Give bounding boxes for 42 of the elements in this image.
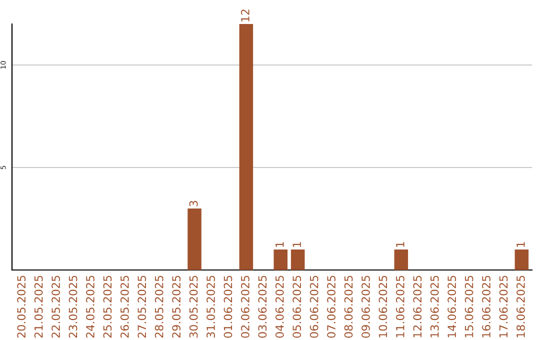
bar bbox=[188, 208, 202, 270]
x-tick-label: 27.05.2025 bbox=[138, 276, 146, 338]
data-label: 1 bbox=[516, 242, 525, 247]
x-tick-label: 06.06.2025 bbox=[310, 276, 318, 338]
x-tick-label: 21.05.2025 bbox=[34, 276, 43, 338]
x-tick-label: 12.06.2025 bbox=[413, 276, 422, 338]
x-tick-label: 30.05.2025 bbox=[189, 276, 198, 338]
x-tick-label: 20.05.2025 bbox=[17, 276, 26, 338]
bar bbox=[394, 250, 408, 270]
x-tick-label: 03.06.2025 bbox=[258, 276, 267, 338]
x-tick-label: 31.05.2025 bbox=[206, 276, 215, 338]
x-tick-label: 13.06.2025 bbox=[430, 276, 439, 338]
x-tick-label: 25.05.2025 bbox=[103, 276, 112, 338]
data-label: 1 bbox=[396, 242, 404, 247]
x-tick-label: 17.06.2025 bbox=[499, 276, 508, 338]
bar bbox=[239, 24, 254, 270]
x-tick-label: 05.06.2025 bbox=[292, 276, 302, 338]
x-tick-label: 14.06.2025 bbox=[448, 276, 456, 338]
x-tick-label: 02.06.2025 bbox=[240, 276, 250, 338]
x-tick-label: 15.06.2025 bbox=[464, 276, 474, 338]
data-label: 1 bbox=[292, 242, 301, 247]
x-tick-label: 23.05.2025 bbox=[68, 276, 78, 338]
bar bbox=[274, 250, 288, 270]
bar bbox=[514, 250, 529, 270]
bar bbox=[290, 250, 305, 270]
data-label: 3 bbox=[189, 200, 198, 206]
x-tick-label: 10.06.2025 bbox=[378, 276, 388, 338]
x-tick-label: 22.05.2025 bbox=[52, 276, 60, 338]
x-tick-label: 26.05.2025 bbox=[120, 276, 129, 338]
x-tick-label: 29.05.2025 bbox=[172, 276, 181, 338]
x-tick-label: 08.06.2025 bbox=[344, 276, 353, 338]
data-label: 12 bbox=[240, 10, 250, 22]
x-tick-label: 28.05.2025 bbox=[154, 276, 164, 338]
x-tick-label: 11.06.2025 bbox=[396, 276, 404, 338]
x-tick-label: 01.06.2025 bbox=[224, 276, 232, 338]
data-label: 1 bbox=[276, 242, 284, 247]
x-tick-label: 18.06.2025 bbox=[516, 276, 525, 338]
x-tick-label: 16.06.2025 bbox=[482, 276, 490, 338]
x-tick-label: 04.06.2025 bbox=[275, 276, 284, 338]
x-tick-label: 24.05.2025 bbox=[86, 276, 94, 338]
x-tick-label: 07.06.2025 bbox=[327, 276, 336, 338]
x-tick-label: 09.06.2025 bbox=[362, 276, 370, 338]
